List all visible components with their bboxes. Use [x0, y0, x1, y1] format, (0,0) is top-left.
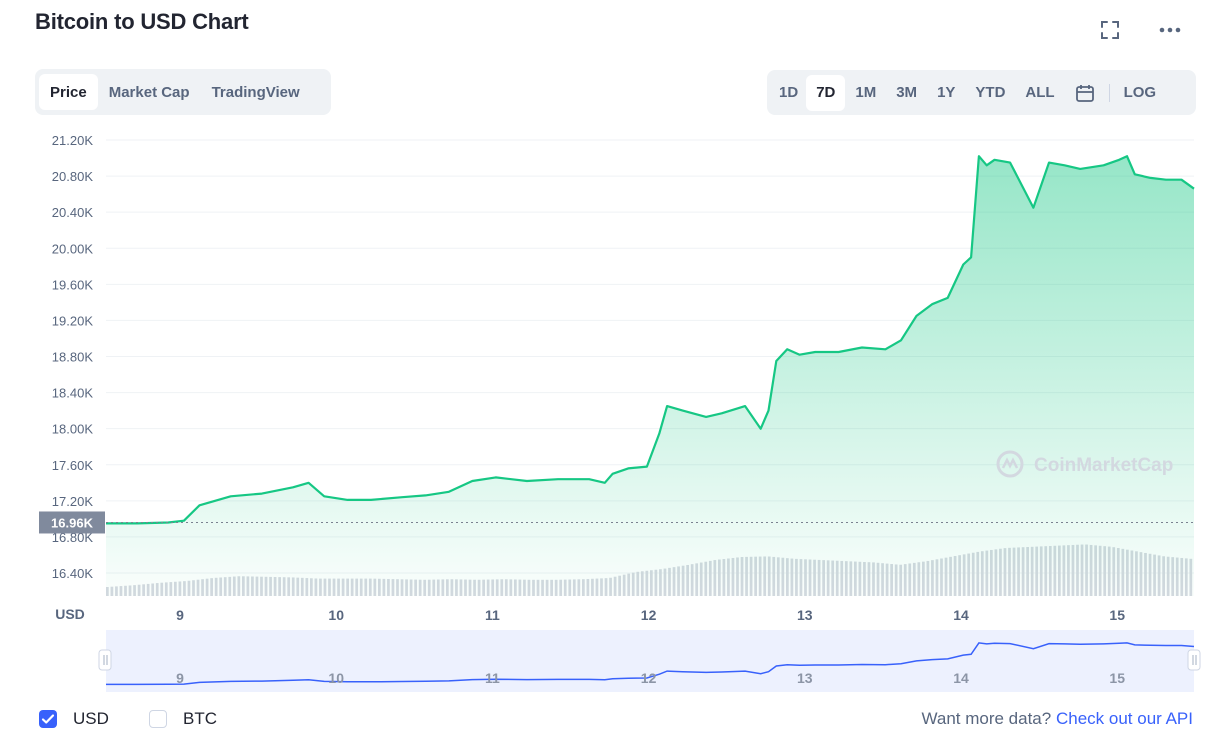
navigator-tick-label: 9 [176, 670, 184, 686]
price-chart[interactable]: 21.20K 20.80K 20.40K 20.00K 19.60K 19.20K 18.8… [0, 118, 1229, 638]
coinmarketcap-logo-icon [996, 450, 1024, 478]
navigator-price-line [106, 642, 1195, 686]
x-tick-label: 13 [797, 607, 813, 623]
chart-view-tabs: Price Market Cap TradingView [35, 69, 331, 115]
price-line [106, 155, 1195, 525]
chart-footer: USD BTC Want more data? Check out our AP… [0, 706, 1229, 736]
x-axis-labels: USD 9 10 11 12 13 14 15 [55, 606, 1125, 623]
tab-tradingview[interactable]: TradingView [211, 83, 300, 101]
current-price-label: 16.96K [51, 515, 94, 530]
price-area-fill [106, 156, 1194, 596]
y-tick-label: 19.60K [52, 277, 94, 292]
range-1m[interactable]: 1M [855, 84, 877, 101]
tab-price[interactable]: Price [39, 74, 98, 110]
navigator-tick-label: 12 [641, 670, 657, 686]
navigator-tick-label: 13 [797, 670, 813, 686]
range-1y[interactable]: 1Y [937, 84, 956, 101]
range-3m[interactable]: 3M [896, 84, 918, 101]
x-tick-label: 14 [953, 607, 969, 623]
watermark-text: CoinMarketCap [1034, 455, 1173, 476]
navigator-line [106, 642, 1195, 686]
x-tick-label: 15 [1109, 607, 1125, 623]
y-tick-label: 17.60K [52, 458, 94, 473]
usd-checkbox[interactable] [39, 710, 57, 728]
navigator-right-handle[interactable] [1187, 649, 1201, 671]
y-tick-label: 20.80K [52, 169, 94, 184]
y-tick-label: 18.40K [52, 386, 94, 401]
btc-checkbox[interactable] [149, 710, 167, 728]
y-tick-label: 20.00K [52, 241, 94, 256]
navigator-tick-label: 10 [328, 670, 344, 686]
range-7d[interactable]: 7D [806, 74, 846, 111]
y-tick-label: 18.80K [52, 350, 94, 365]
navigator-x-labels: 9 10 11 12 13 14 15 [176, 670, 1125, 686]
calendar-icon[interactable] [1065, 75, 1105, 111]
range-1d[interactable]: 1D [779, 84, 799, 101]
usd-label: USD [73, 709, 109, 728]
page-title: Bitcoin to USD Chart [35, 9, 249, 34]
navigator-tick-label: 15 [1109, 670, 1125, 686]
more-data-promo: Want more data? Check out our API [921, 709, 1193, 729]
y-tick-label: 16.80K [52, 530, 94, 545]
navigator-svg[interactable]: 9 10 11 12 13 14 15 [0, 626, 1229, 696]
api-link[interactable]: Check out our API [1055, 709, 1193, 728]
range-all[interactable]: ALL [1025, 84, 1055, 101]
x-tick-label: 9 [176, 607, 184, 623]
navigator-left-handle[interactable] [98, 649, 112, 671]
more-data-text: Want more data? [921, 709, 1052, 728]
price-area [106, 155, 1195, 596]
x-tick-label: 10 [328, 607, 344, 623]
check-icon [41, 714, 55, 724]
btc-label: BTC [183, 709, 217, 728]
time-range-tabs: 1D 7D 1M 3M 1Y YTD ALL LOG [767, 70, 1196, 115]
current-price-badge [39, 511, 105, 534]
more-icon[interactable] [1158, 18, 1182, 42]
x-tick-label: 12 [641, 607, 657, 623]
range-ytd[interactable]: YTD [975, 84, 1006, 101]
log-scale-toggle[interactable]: LOG [1123, 84, 1157, 101]
y-tick-label: 18.00K [52, 422, 94, 437]
fullscreen-icon[interactable] [1098, 18, 1122, 42]
y-axis-labels: 21.20K 20.80K 20.40K 20.00K 19.60K 19.20K 18.8… [52, 133, 94, 581]
watermark: CoinMarketCap [996, 450, 1173, 478]
x-tick-label: 11 [485, 607, 500, 623]
y-tick-label: 21.20K [52, 133, 94, 148]
price-chart-svg: 21.20K 20.80K 20.40K 20.00K 19.60K 19.20K 18.8… [39, 133, 1195, 638]
y-tick-label: 17.20K [52, 494, 94, 509]
navigator-tick-label: 14 [953, 670, 969, 686]
x-axis-unit-label: USD [55, 606, 85, 622]
y-tick-label: 19.20K [52, 313, 94, 328]
y-tick-label: 16.40K [52, 566, 94, 581]
navigator-tick-label: 11 [485, 670, 500, 686]
y-tick-label: 20.40K [52, 205, 94, 220]
navigator-window[interactable] [106, 630, 1194, 692]
range-divider [1108, 83, 1110, 102]
current-price-marker: 16.96K [39, 511, 1194, 534]
tab-market-cap[interactable]: Market Cap [108, 83, 190, 101]
